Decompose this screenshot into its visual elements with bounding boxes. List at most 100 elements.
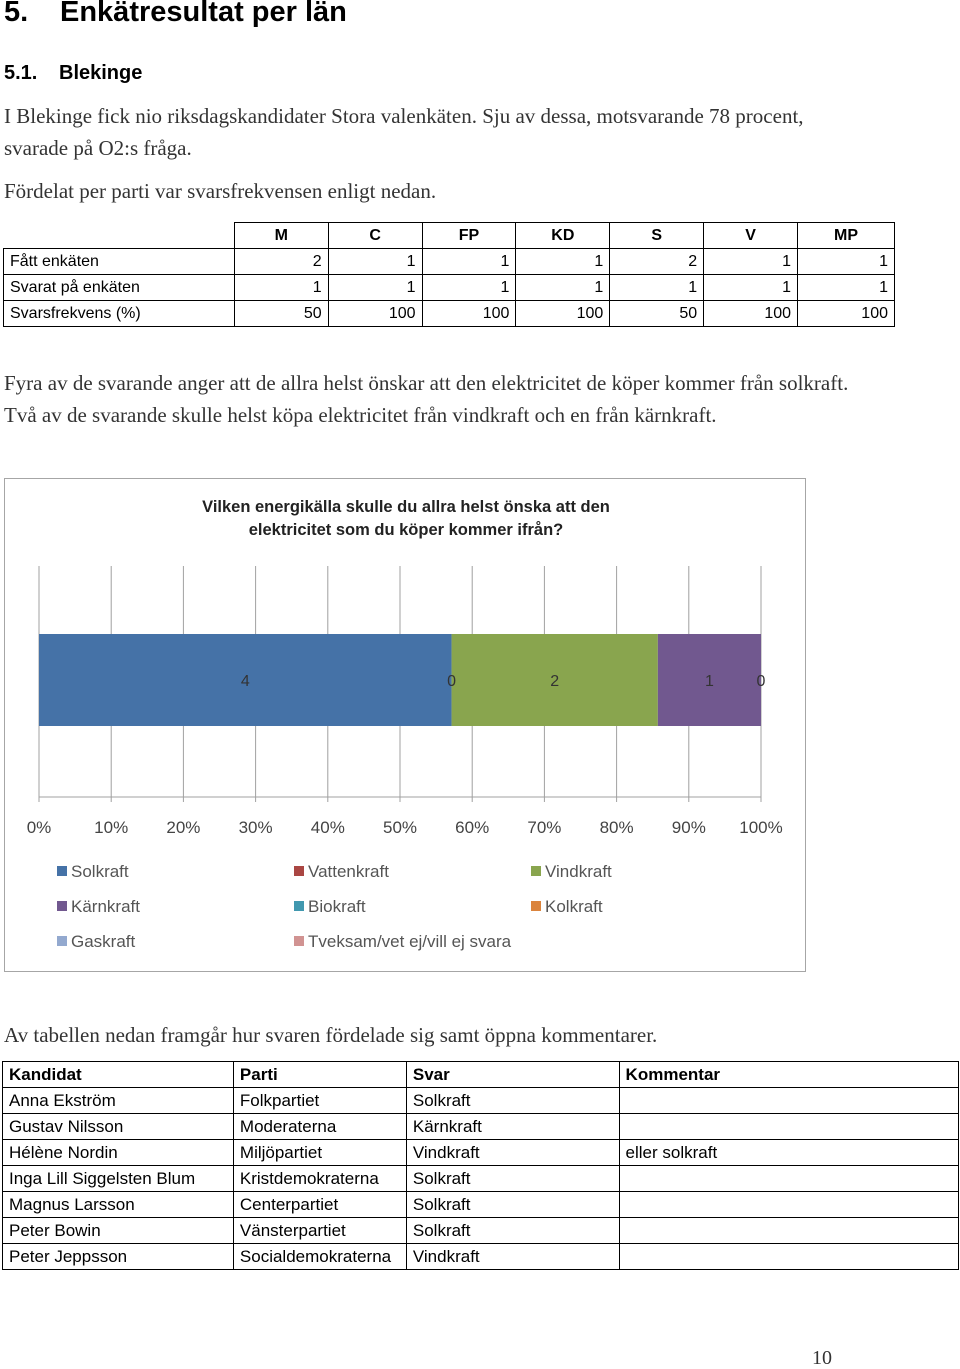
response-value-cell: 1 bbox=[703, 248, 799, 275]
candidate-cell: Kärnkraft bbox=[405, 1113, 620, 1140]
candidate-cell: Anna Ekström bbox=[2, 1087, 234, 1114]
candidate-table-row: Inga Lill Siggelsten Blum Kristdemokrater… bbox=[2, 1165, 960, 1192]
energy-chart-svg: Vilken energikälla skulle du allra helst… bbox=[27, 498, 783, 951]
legend-item: Vindkraft bbox=[531, 862, 612, 881]
party-header: S bbox=[609, 222, 705, 249]
response-value-cell: 1 bbox=[421, 248, 517, 275]
legend-label: Kärnkraft bbox=[71, 897, 140, 916]
candidate-cell: Vindkraft bbox=[405, 1139, 620, 1166]
candidate-cell: Solkraft bbox=[405, 1165, 620, 1192]
legend-item: Vattenkraft bbox=[294, 862, 389, 881]
party-header: M bbox=[233, 222, 329, 249]
response-value-cell: 1 bbox=[515, 274, 611, 301]
candidate-cell: Miljöpartiet bbox=[232, 1139, 407, 1166]
response-value-cell: 1 bbox=[233, 274, 329, 301]
response-value-cell: 1 bbox=[609, 274, 705, 301]
candidate-cell: Magnus Larsson bbox=[2, 1191, 234, 1218]
candidate-cell: Socialdemokraterna bbox=[232, 1243, 407, 1270]
response-row-label: Svarat på enkäten bbox=[3, 274, 235, 301]
x-tick-label: 20% bbox=[166, 818, 200, 837]
response-table-corner bbox=[3, 222, 235, 249]
x-tick-label: 60% bbox=[455, 818, 489, 837]
candidate-table-row: Peter Jeppsson Socialdemokraterna Vindkraf… bbox=[2, 1243, 960, 1270]
response-table-row: Fått enkäten 2 1 1 1 2 1 1 bbox=[3, 248, 895, 275]
bar-data-label: 0 bbox=[447, 673, 456, 690]
candidate-cell: Hélène Nordin bbox=[2, 1139, 234, 1166]
legend-label: Solkraft bbox=[71, 862, 129, 881]
response-value-cell: 100 bbox=[515, 300, 611, 327]
response-value-cell: 1 bbox=[421, 274, 517, 301]
candidate-table-row: Magnus Larsson Centerpartiet Solkraft bbox=[2, 1191, 960, 1218]
legend-swatch bbox=[294, 936, 304, 946]
table-intro-paragraph: Av tabellen nedan framgår hur svaren för… bbox=[4, 1023, 658, 1047]
legend-swatch bbox=[57, 866, 67, 876]
candidate-cell bbox=[618, 1217, 960, 1244]
response-value-cell: 1 bbox=[797, 274, 895, 301]
candidate-cell: Folkpartiet bbox=[232, 1087, 407, 1114]
legend-label: Kolkraft bbox=[545, 897, 603, 916]
candidate-table-header-row: Kandidat Parti Svar Kommentar bbox=[2, 1061, 960, 1088]
legend-swatch bbox=[531, 901, 541, 911]
section-heading: 5. Enkätresultat per län bbox=[4, 0, 347, 29]
x-tick-label: 80% bbox=[600, 818, 634, 837]
party-header: FP bbox=[421, 222, 517, 249]
section-number: 5. bbox=[4, 0, 29, 28]
x-tick-label: 30% bbox=[239, 818, 273, 837]
intro-paragraph: I Blekinge fick nio riksdagskandidater S… bbox=[4, 104, 804, 160]
response-value-cell: 100 bbox=[327, 300, 423, 327]
legend-label: Gaskraft bbox=[71, 932, 136, 951]
response-value-cell: 100 bbox=[797, 300, 895, 327]
response-table-row: Svarsfrekvens (%) 50 100 100 100 50 100 100 bbox=[3, 300, 895, 327]
candidate-cell: Moderaterna bbox=[232, 1113, 407, 1140]
candidate-cell: Centerpartiet bbox=[232, 1191, 407, 1218]
bar-segment bbox=[657, 634, 761, 726]
x-tick-label: 50% bbox=[383, 818, 417, 837]
page-number: 10 bbox=[812, 1347, 832, 1369]
response-rate-table: M C FP KD S V MP Fått enkäten 2 1 1 1 2 1 1 Svarat på e… bbox=[3, 222, 895, 327]
response-value-cell: 1 bbox=[327, 274, 423, 301]
party-header: MP bbox=[797, 222, 895, 249]
x-tick-label: 40% bbox=[311, 818, 345, 837]
legend-label: Tveksam/vet ej/vill ej svara bbox=[308, 932, 512, 951]
response-value-cell: 100 bbox=[421, 300, 517, 327]
candidate-table-row: Hélène Nordin Miljöpartiet Vindkraft eller … bbox=[2, 1139, 960, 1166]
candidate-cell bbox=[618, 1243, 960, 1270]
distribution-paragraph: Fördelat per parti var svarsfrekvensen e… bbox=[4, 179, 437, 203]
candidate-table: Kandidat Parti Svar Kommentar Anna Ekström Fo… bbox=[2, 1061, 960, 1270]
x-tick-label: 70% bbox=[527, 818, 561, 837]
party-header: C bbox=[327, 222, 423, 249]
response-row-label: Fått enkäten bbox=[3, 248, 235, 275]
response-row-label: Svarsfrekvens (%) bbox=[3, 300, 235, 327]
candidate-cell: Solkraft bbox=[405, 1191, 620, 1218]
legend-label: Vattenkraft bbox=[308, 862, 389, 881]
response-value-cell: 1 bbox=[703, 274, 799, 301]
party-header: V bbox=[703, 222, 799, 249]
candidate-column-header: Kandidat bbox=[2, 1061, 234, 1088]
bar-segment bbox=[39, 634, 452, 726]
response-value-cell: 100 bbox=[703, 300, 799, 327]
legend-item: Kolkraft bbox=[531, 897, 603, 916]
chart-title: Vilken energikälla skulle du allra helst… bbox=[202, 498, 610, 539]
legend-item: Biokraft bbox=[294, 897, 366, 916]
candidate-table-row: Peter Bowin Vänsterpartiet Solkraft bbox=[2, 1217, 960, 1244]
response-table-row: Svarat på enkäten 1 1 1 1 1 1 1 bbox=[3, 274, 895, 301]
legend-item: Gaskraft bbox=[57, 932, 136, 951]
summary-paragraph: Fyra av de svarande anger att de allra h… bbox=[4, 371, 849, 427]
energy-chart: Vilken energikälla skulle du allra helst… bbox=[4, 478, 806, 972]
response-value-cell: 50 bbox=[609, 300, 705, 327]
response-value-cell: 1 bbox=[797, 248, 895, 275]
response-value-cell: 2 bbox=[609, 248, 705, 275]
candidate-column-header: Parti bbox=[232, 1061, 407, 1088]
legend-swatch bbox=[294, 901, 304, 911]
response-value-cell: 1 bbox=[515, 248, 611, 275]
candidate-cell: Solkraft bbox=[405, 1087, 620, 1114]
candidate-cell: Vindkraft bbox=[405, 1243, 620, 1270]
bar-data-label: 0 bbox=[757, 673, 766, 690]
legend-swatch bbox=[294, 866, 304, 876]
candidate-column-header: Svar bbox=[405, 1061, 620, 1088]
response-value-cell: 1 bbox=[327, 248, 423, 275]
candidate-cell: Peter Jeppsson bbox=[2, 1243, 234, 1270]
subsection-heading: 5.1. Blekinge bbox=[4, 62, 142, 85]
legend-item: Solkraft bbox=[57, 862, 129, 881]
legend-item: Tveksam/vet ej/vill ej svara bbox=[294, 932, 512, 951]
